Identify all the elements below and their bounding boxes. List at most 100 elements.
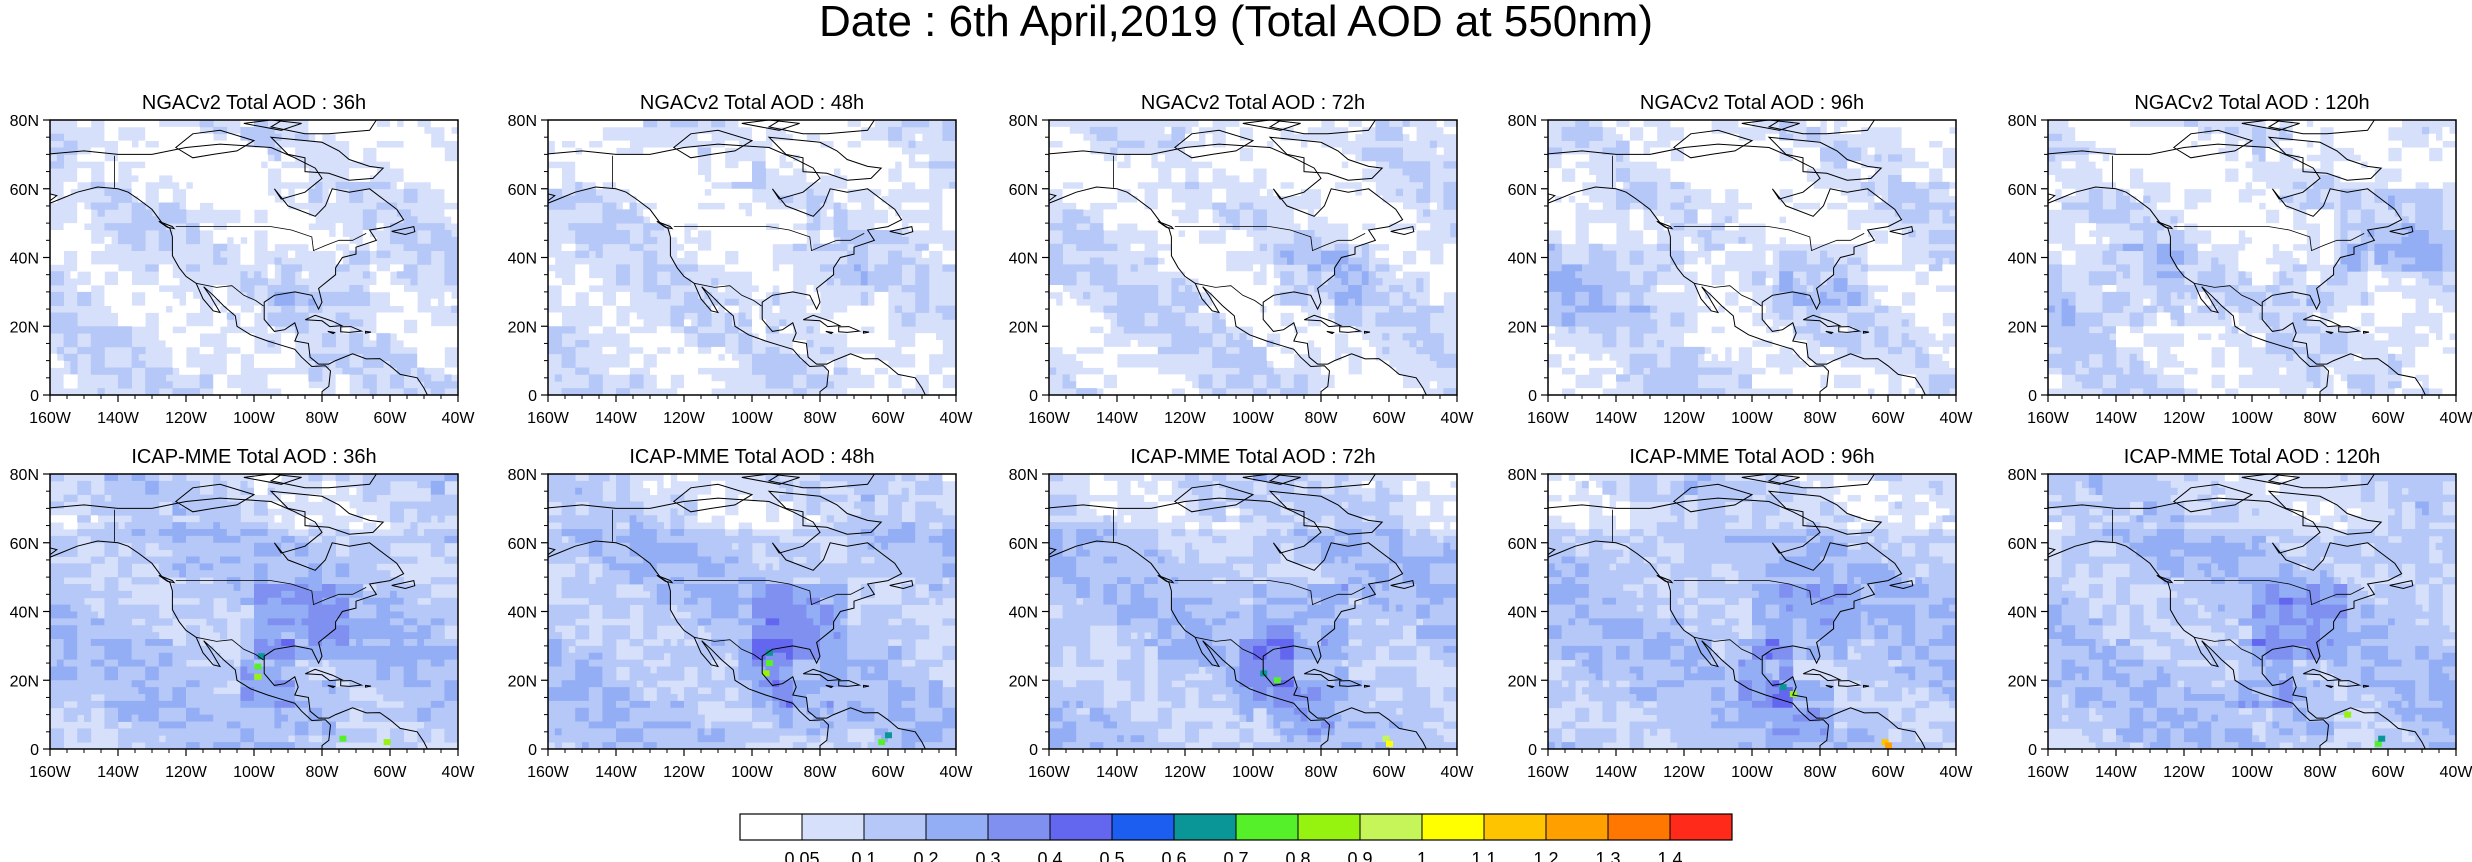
aod-cell (602, 223, 610, 231)
aod-cell (779, 374, 787, 382)
aod-cell (1881, 202, 1889, 210)
aod-cell (901, 236, 909, 245)
aod-cell (561, 147, 569, 155)
aod-cell (226, 181, 234, 190)
aod-cell (1096, 230, 1104, 238)
aod-cell (158, 126, 166, 135)
aod-cell (1450, 202, 1457, 210)
aod-cell (616, 367, 624, 375)
aod-cell (322, 120, 330, 128)
aod-cell (260, 278, 268, 286)
aod-cell (758, 285, 766, 293)
aod-cell (220, 147, 228, 155)
aod-cell (1225, 312, 1233, 320)
aod-cell (1813, 236, 1821, 245)
aod-cell (677, 367, 685, 375)
aod-cell (643, 223, 651, 231)
aod-cell (813, 161, 821, 169)
aod-cell (1327, 250, 1335, 258)
aod-cell (1266, 161, 1274, 169)
aod-cell (1266, 154, 1274, 162)
aod-cell (656, 333, 664, 341)
aod-cell (308, 188, 316, 197)
aod-cell (396, 312, 404, 320)
aod-cell (1622, 278, 1630, 286)
aod-cell (383, 147, 391, 155)
aod-cell (1568, 223, 1576, 231)
aod-cell (1745, 209, 1753, 217)
aod-cell (1273, 147, 1281, 155)
aod-cell (1840, 216, 1848, 224)
aod-cell (1348, 175, 1356, 183)
aod-cell (152, 305, 160, 313)
aod-cell (1922, 154, 1930, 162)
aod-cell (213, 175, 221, 183)
aod-cell (410, 168, 418, 176)
aod-cell (1232, 243, 1240, 252)
aod-cell (867, 230, 875, 238)
aod-cell (799, 140, 807, 148)
aod-cell (1854, 236, 1862, 245)
aod-cell (1854, 154, 1862, 162)
aod-cell (833, 326, 841, 334)
aod-cell (548, 133, 556, 142)
aod-cell (294, 264, 302, 272)
aod-cell (663, 188, 671, 197)
aod-cell (922, 271, 930, 279)
aod-cell (179, 209, 187, 217)
aod-cell (186, 264, 194, 272)
aod-cell (1171, 291, 1179, 300)
aod-cell (369, 360, 377, 368)
aod-cell (1191, 236, 1199, 245)
aod-cell (362, 291, 370, 300)
aod-cell (1280, 333, 1288, 341)
aod-cell (922, 340, 930, 348)
aod-cell (1293, 312, 1301, 320)
aod-cell (1341, 250, 1349, 258)
aod-cell (410, 133, 418, 142)
aod-cell (172, 388, 180, 395)
aod-cell (772, 216, 780, 224)
aod-cell (1259, 388, 1267, 395)
aod-cell (1731, 175, 1739, 183)
aod-cell (410, 243, 418, 252)
aod-cell (1062, 271, 1070, 279)
aod-cell (724, 264, 732, 272)
aod-cell (165, 236, 173, 245)
aod-cell (247, 175, 255, 183)
aod-cell (1259, 147, 1267, 155)
aod-cell (390, 223, 398, 231)
aod-cell (390, 147, 398, 155)
aod-cell (131, 353, 139, 362)
aod-cell (1772, 285, 1780, 293)
aod-cell (1949, 271, 1956, 279)
aod-cell (684, 367, 692, 375)
aod-cell (752, 243, 760, 252)
aod-cell (1144, 298, 1152, 307)
aod-cell (1745, 168, 1753, 176)
aod-cell (1117, 175, 1125, 183)
aod-cell (111, 126, 119, 135)
aod-cell (1069, 271, 1077, 279)
aod-cell (396, 133, 404, 142)
aod-cell (220, 188, 228, 197)
aod-cell (1191, 147, 1199, 155)
aod-cell (322, 126, 330, 135)
aod-cell (799, 346, 807, 355)
aod-cell (786, 216, 794, 224)
aod-cell (1568, 154, 1576, 162)
aod-cell (724, 326, 732, 334)
aod-cell (1765, 147, 1773, 155)
aod-cell (294, 216, 302, 224)
aod-cell (881, 298, 889, 307)
aod-cell (1833, 216, 1841, 224)
aod-cell (1334, 381, 1342, 389)
aod-cell (247, 340, 255, 348)
aod-cell (226, 168, 234, 176)
aod-cell (1096, 133, 1104, 142)
aod-cell (758, 326, 766, 334)
aod-cell (1287, 140, 1295, 148)
aod-cell (738, 216, 746, 224)
aod-cell (1718, 285, 1726, 293)
aod-cell (1752, 168, 1760, 176)
